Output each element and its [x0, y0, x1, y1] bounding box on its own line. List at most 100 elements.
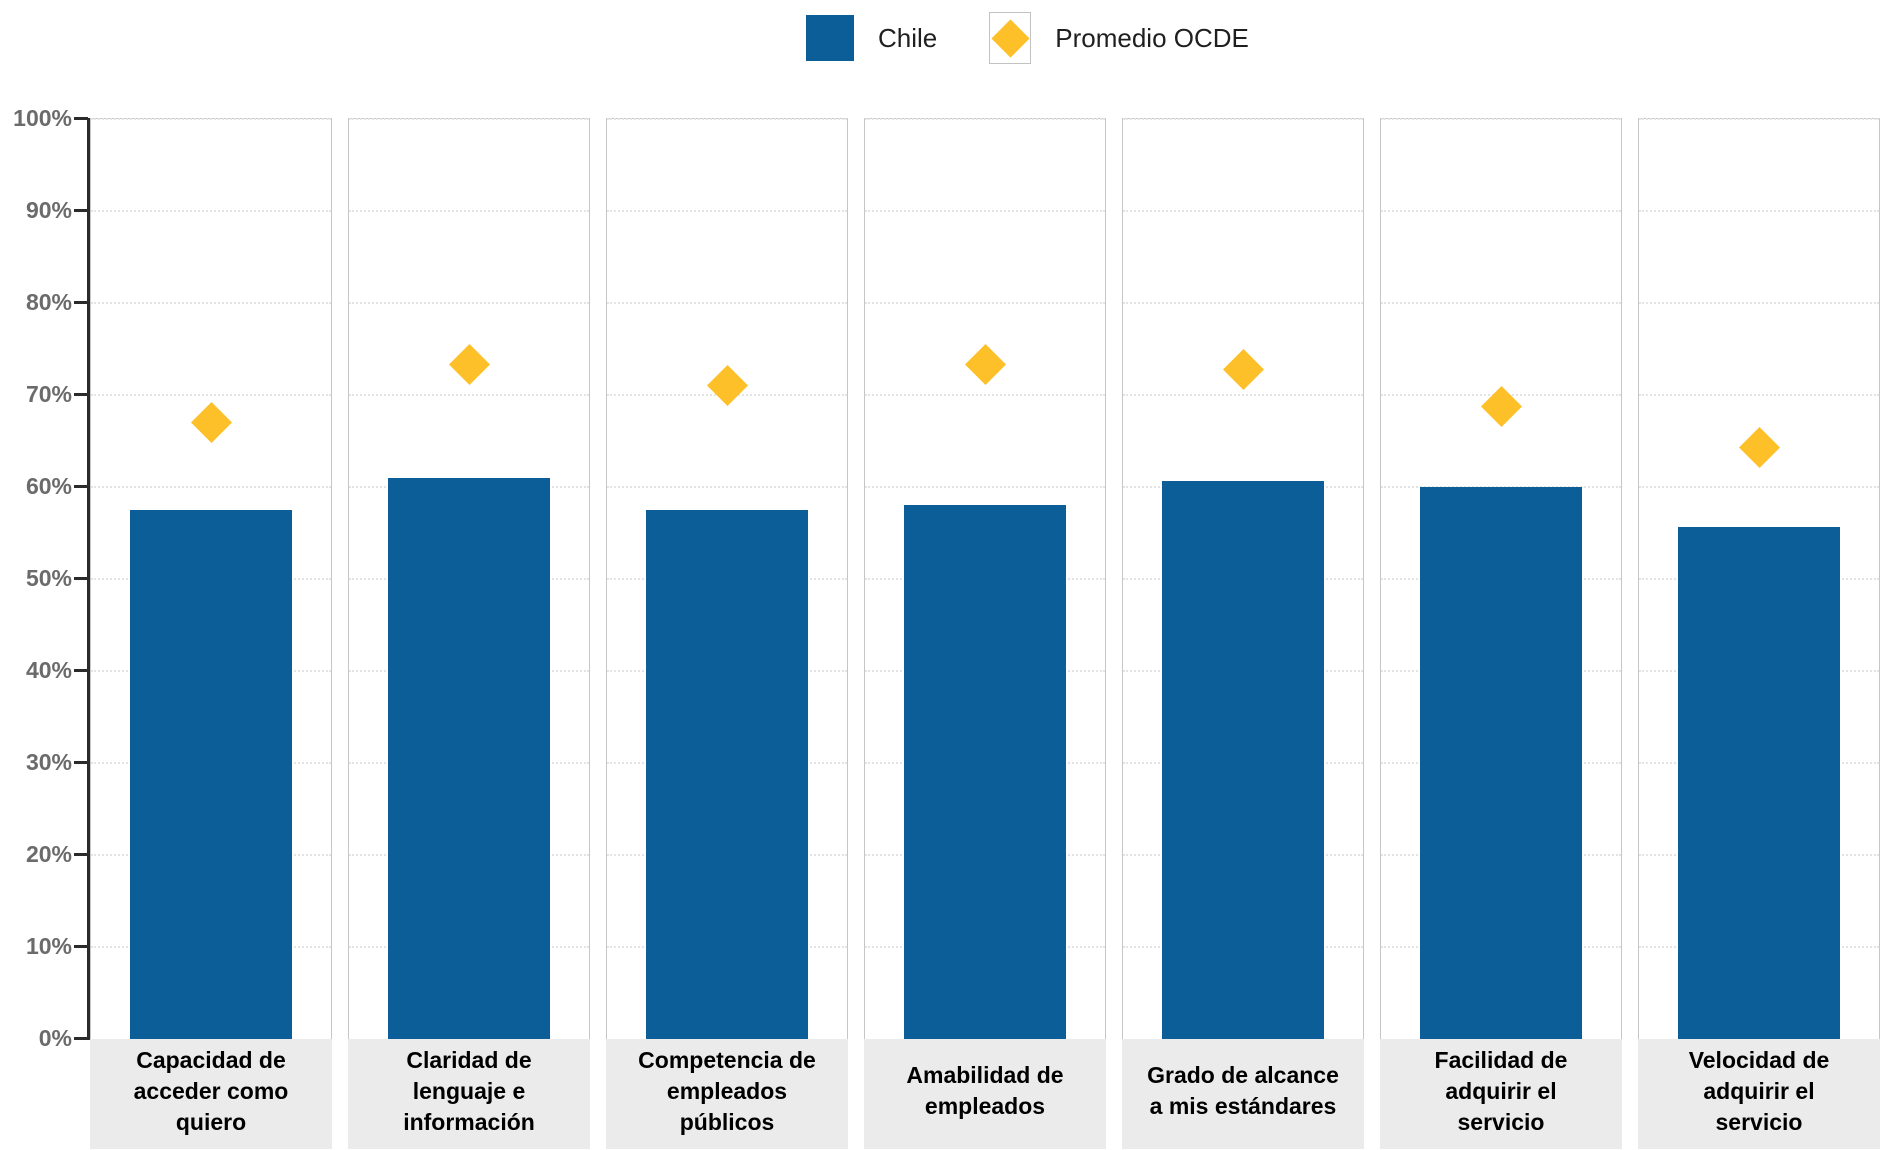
y-axis-tick [74, 393, 88, 396]
y-tick-label: 70% [25, 381, 72, 407]
category-label-line: empleados [924, 1093, 1046, 1119]
y-axis-tick [74, 669, 88, 672]
category-label-line: a mis estándares [1149, 1093, 1337, 1119]
panel: Capacidad de acceder como quiero [90, 118, 332, 1149]
panel: Competencia de empleados públicos [606, 118, 848, 1149]
gridline [865, 486, 1105, 488]
chile-legend-swatch [806, 15, 854, 61]
gridline [1123, 302, 1363, 304]
y-tick-label: 10% [25, 933, 72, 959]
gridline [1639, 118, 1879, 121]
category-label-line: información [403, 1108, 535, 1135]
y-axis-tick [74, 761, 88, 764]
gridline [1639, 210, 1879, 212]
ocde-legend-label: Promedio OCDE [1055, 22, 1249, 53]
chile-bar [646, 510, 808, 1039]
gridline [349, 118, 589, 121]
category-label-line: Competencia de [638, 1046, 816, 1073]
gridline [91, 394, 331, 396]
gridline [1639, 486, 1879, 488]
category-label-box: Facilidad de adquirir el servicio [1380, 1039, 1622, 1149]
y-axis-tick [74, 485, 88, 488]
gridline [1639, 394, 1879, 396]
ocde-diamond-marker [964, 344, 1007, 386]
chile-bar [1420, 487, 1582, 1039]
gridline [1123, 118, 1363, 121]
y-axis-tick [74, 945, 88, 948]
category-label-box: Velocidad de adquirir el servicio [1638, 1039, 1880, 1149]
gridline [607, 302, 847, 304]
chile-bar [130, 510, 292, 1039]
y-tick-label: 40% [25, 657, 72, 683]
y-tick-label: 80% [25, 289, 72, 315]
ocde-legend-marker-box [989, 12, 1032, 64]
gridline [349, 302, 589, 304]
category-label-box: Capacidad de acceder como quiero [90, 1039, 332, 1149]
panel: Velocidad de adquirir el servicio [1638, 118, 1880, 1149]
category-label-line: servicio [1457, 1108, 1545, 1135]
ocde-diamond-marker [190, 402, 233, 444]
gridline [1123, 394, 1363, 396]
y-tick-label: 30% [25, 749, 72, 775]
chile-bar [904, 505, 1066, 1039]
gridline [607, 118, 847, 121]
gridline [1123, 210, 1363, 212]
gridline [865, 118, 1105, 121]
gridline [865, 394, 1105, 396]
gridline [865, 302, 1105, 304]
y-axis-tick [74, 853, 88, 856]
gridline [91, 302, 331, 304]
y-tick-label: 0% [38, 1025, 72, 1051]
category-label-box: Grado de alcance a mis estándares [1122, 1039, 1364, 1149]
category-label-line: Amabilidad de [906, 1062, 1064, 1088]
y-tick-label: 20% [25, 841, 72, 867]
category-label-line: acceder como [133, 1077, 289, 1104]
gridline [349, 210, 589, 212]
chart-legend: Chile Promedio OCDE [806, 10, 1249, 66]
panel: Grado de alcance a mis estándares [1122, 118, 1364, 1149]
category-label-line: públicos [679, 1108, 775, 1135]
y-tick-label: 90% [25, 197, 72, 223]
ocde-diamond-marker [1738, 426, 1781, 468]
panel: Claridad de lenguaje e información [348, 118, 590, 1149]
chile-bar [1678, 526, 1840, 1039]
gridline [1639, 302, 1879, 304]
gridline [91, 118, 331, 121]
gridline [91, 486, 331, 488]
y-axis-line [87, 118, 90, 1040]
y-tick-label: 50% [25, 565, 72, 591]
category-label-line: adquirir el [1445, 1077, 1557, 1104]
ocde-diamond-marker [448, 344, 491, 386]
y-axis-tick [74, 301, 88, 304]
gridline [607, 486, 847, 488]
y-axis-tick [74, 209, 88, 212]
panel: Facilidad de adquirir el servicio [1380, 118, 1622, 1149]
category-label-box: Competencia de empleados públicos [606, 1039, 848, 1149]
gridline [1381, 302, 1621, 304]
chile-bar [388, 477, 550, 1039]
category-label-line: Velocidad de [1688, 1046, 1830, 1073]
gridline [1381, 210, 1621, 212]
y-tick-label: 60% [25, 473, 72, 499]
panel: Amabilidad de empleados [864, 118, 1106, 1149]
gridline [1381, 118, 1621, 121]
category-label-box: Amabilidad de empleados [864, 1039, 1106, 1149]
category-label-line: servicio [1715, 1108, 1803, 1135]
category-label-line: Grado de alcance [1147, 1062, 1339, 1088]
y-axis-tick [74, 117, 88, 120]
category-label-line: adquirir el [1703, 1077, 1815, 1104]
category-label-line: Capacidad de [136, 1046, 286, 1073]
gridline [607, 210, 847, 212]
gridline [91, 210, 331, 212]
ocde-diamond-marker [706, 365, 749, 407]
category-label-line: empleados [666, 1077, 788, 1104]
y-axis-tick [74, 577, 88, 580]
chile-bar [1162, 480, 1324, 1039]
category-label-line: lenguaje e [412, 1077, 526, 1104]
chile-legend-label: Chile [878, 22, 938, 53]
gridline [349, 394, 589, 396]
category-label-line: Facilidad de [1434, 1046, 1568, 1073]
ocde-diamond-icon [991, 18, 1030, 58]
ocde-diamond-marker [1480, 386, 1523, 428]
y-axis-tick [74, 1037, 88, 1040]
